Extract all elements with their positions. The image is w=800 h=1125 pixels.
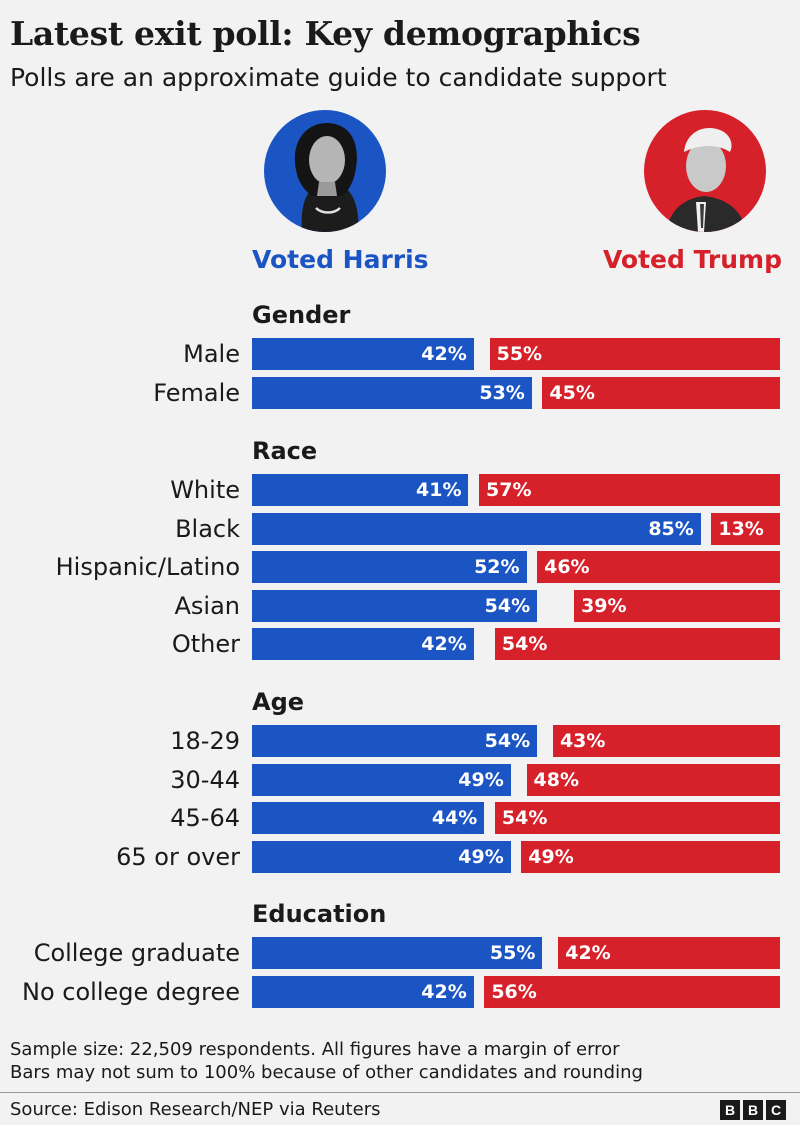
rounding-note: Bars may not sum to 100% because of othe…	[10, 1062, 643, 1083]
harris-bar	[252, 474, 469, 506]
trump-value-label: 43%	[559, 730, 606, 752]
harris-bar	[252, 937, 543, 969]
section-title-education: Education	[252, 900, 387, 928]
trump-bar	[552, 725, 780, 757]
category-label: Black	[175, 515, 240, 543]
bbc-logo: B B C	[720, 1100, 786, 1120]
category-label: White	[170, 476, 240, 504]
trump-value-label: 39%	[581, 595, 627, 617]
trump-bar	[711, 513, 780, 545]
category-label: 30-44	[170, 766, 240, 794]
trump-bar	[542, 377, 780, 409]
trump-value-label: 49%	[528, 846, 574, 868]
sample-size-note: Sample size: 22,509 respondents. All fig…	[10, 1039, 620, 1060]
harris-legend-label: Voted Harris	[252, 245, 429, 274]
trump-bar	[494, 628, 780, 660]
harris-bar	[252, 513, 701, 545]
category-label: Hispanic/Latino	[55, 553, 240, 581]
harris-bar	[252, 338, 474, 370]
harris-value-label: 42%	[421, 633, 467, 655]
trump-value-label: 45%	[549, 382, 595, 404]
trump-bar	[521, 841, 780, 873]
trump-bar	[489, 338, 780, 370]
section-title-age: Age	[252, 688, 305, 716]
harris-bar	[252, 628, 474, 660]
harris-bar	[252, 377, 532, 409]
trump-bar	[494, 802, 780, 834]
category-label: Asian	[174, 592, 240, 620]
harris-value-label: 55%	[489, 942, 536, 964]
harris-bar	[252, 725, 538, 757]
harris-value-label: 54%	[484, 595, 531, 617]
section-title-race: Race	[252, 437, 318, 465]
harris-bar	[252, 976, 474, 1008]
category-label: 18-29	[170, 727, 240, 755]
trump-portrait-illustration	[666, 128, 746, 232]
category-label: 65 or over	[116, 843, 240, 871]
harris-value-label: 42%	[421, 981, 467, 1003]
harris-value-label: 52%	[474, 556, 520, 578]
trump-portrait	[644, 110, 766, 232]
harris-value-label: 49%	[458, 769, 504, 791]
harris-bar	[252, 841, 511, 873]
trump-value-label: 55%	[496, 343, 543, 365]
harris-bar	[252, 802, 485, 834]
harris-value-label: 44%	[431, 807, 478, 829]
trump-bar	[479, 474, 780, 506]
trump-value-label: 13%	[718, 518, 764, 540]
footer-divider	[0, 1092, 800, 1093]
harris-portrait-illustration	[294, 122, 359, 232]
trump-bar	[558, 937, 780, 969]
harris-value-label: 85%	[648, 518, 694, 540]
trump-legend-label: Voted Trump	[602, 245, 782, 274]
category-label: Male	[183, 340, 240, 368]
harris-portrait	[264, 110, 386, 232]
trump-value-label: 54%	[501, 633, 548, 655]
trump-value-label: 57%	[486, 479, 532, 501]
harris-bar	[252, 590, 538, 622]
harris-bar	[252, 764, 511, 796]
section-title-gender: Gender	[252, 301, 351, 329]
trump-bar	[574, 590, 780, 622]
harris-value-label: 54%	[484, 730, 531, 752]
trump-value-label: 54%	[501, 807, 548, 829]
category-label: Other	[171, 630, 240, 658]
category-label: 45-64	[170, 804, 240, 832]
harris-value-label: 53%	[479, 382, 525, 404]
chart-subtitle: Polls are an approximate guide to candid…	[10, 63, 667, 92]
source-note: Source: Edison Research/NEP via Reuters	[10, 1099, 381, 1120]
chart-title: Latest exit poll: Key demographics	[10, 14, 641, 53]
trump-value-label: 48%	[533, 769, 580, 791]
trump-bar	[484, 976, 780, 1008]
trump-value-label: 46%	[544, 556, 590, 578]
trump-bar	[537, 551, 780, 583]
category-label: College graduate	[33, 939, 240, 967]
harris-bar	[252, 551, 527, 583]
harris-value-label: 42%	[421, 343, 467, 365]
harris-value-label: 49%	[458, 846, 504, 868]
trump-value-label: 56%	[491, 981, 537, 1003]
trump-value-label: 42%	[565, 942, 611, 964]
category-label: No college degree	[22, 978, 240, 1006]
trump-bar	[526, 764, 780, 796]
harris-value-label: 41%	[416, 479, 462, 501]
category-label: Female	[153, 379, 240, 407]
